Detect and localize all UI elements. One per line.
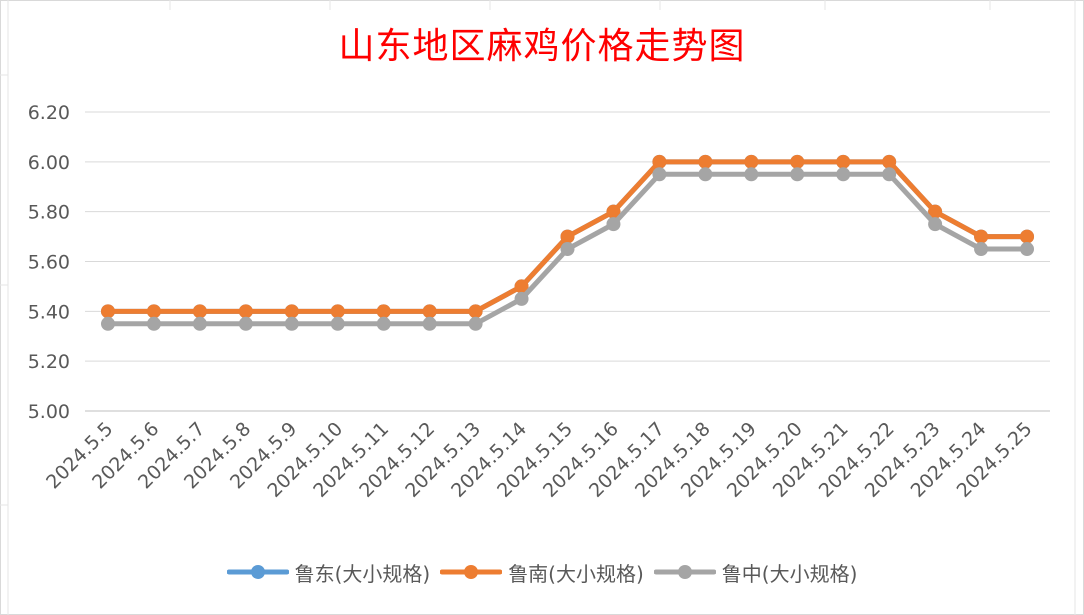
- data-point: [284, 316, 299, 331]
- data-point: [422, 304, 437, 319]
- data-point: [1020, 242, 1035, 257]
- legend-item-luzhong: 鲁中(大小规格): [653, 558, 858, 587]
- data-point: [606, 217, 621, 232]
- y-axis: 5.00 5.20 5.40 5.60 5.80 6.00 6.20: [28, 102, 70, 423]
- data-point: [836, 167, 851, 182]
- data-point: [330, 316, 345, 331]
- data-point: [330, 304, 345, 319]
- data-point: [100, 304, 115, 319]
- data-point: [698, 154, 713, 169]
- data-point: [376, 316, 391, 331]
- legend-label-lunan: 鲁南(大小规格): [508, 561, 644, 586]
- data-point: [744, 167, 759, 182]
- data-point: [238, 316, 253, 331]
- data-point: [192, 304, 207, 319]
- data-point: [192, 316, 207, 331]
- series-2: [100, 167, 1035, 331]
- data-point: [606, 204, 621, 219]
- gridlines: [85, 111, 1050, 412]
- data-point: [146, 316, 161, 331]
- data-point: [652, 154, 667, 169]
- y-tick-label: 5.40: [28, 301, 70, 323]
- data-point: [698, 167, 713, 182]
- data-point: [146, 304, 161, 319]
- legend-swatch-lunan: [440, 565, 503, 579]
- data-point: [974, 229, 989, 244]
- y-tick-label: 5.20: [28, 351, 70, 373]
- data-point: [100, 316, 115, 331]
- data-point: [422, 316, 437, 331]
- y-tick-label: 5.80: [28, 202, 70, 224]
- legend-label-ludong: 鲁东(大小规格): [294, 561, 431, 586]
- legend-swatch-ludong: [226, 565, 289, 579]
- data-point: [652, 167, 667, 182]
- data-point: [744, 154, 759, 169]
- legend-item-lunan: 鲁南(大小规格): [440, 558, 644, 587]
- y-tick-label: 5.60: [28, 252, 70, 274]
- data-point: [560, 229, 575, 244]
- data-point: [1020, 229, 1035, 244]
- data-point: [376, 304, 391, 319]
- legend-swatch-luzhong: [653, 565, 716, 579]
- data-point: [514, 279, 529, 294]
- data-point: [790, 154, 805, 169]
- data-point: [468, 316, 483, 331]
- y-tick-label: 5.00: [28, 401, 70, 423]
- y-tick-label: 6.00: [28, 152, 70, 174]
- legend-item-ludong: 鲁东(大小规格): [226, 558, 431, 587]
- legend-label-luzhong: 鲁中(大小规格): [721, 561, 858, 586]
- data-point: [790, 167, 805, 182]
- data-point: [882, 154, 897, 169]
- data-point: [560, 242, 575, 257]
- data-point: [468, 304, 483, 319]
- data-point: [928, 217, 943, 232]
- x-axis: 2024.5.52024.5.62024.5.72024.5.82024.5.9…: [42, 418, 1036, 502]
- series-1: [100, 154, 1035, 319]
- data-point: [882, 167, 897, 182]
- series-lines: [100, 154, 1035, 331]
- data-point: [974, 242, 989, 257]
- data-point: [514, 291, 529, 306]
- data-point: [238, 304, 253, 319]
- y-tick-label: 6.20: [28, 102, 70, 124]
- legend: 鲁东(大小规格) 鲁南(大小规格) 鲁中(大小规格): [0, 555, 1084, 589]
- data-point: [836, 154, 851, 169]
- data-point: [284, 304, 299, 319]
- data-point: [928, 204, 943, 219]
- chart-title: 山东地区麻鸡价格走势图: [338, 26, 746, 67]
